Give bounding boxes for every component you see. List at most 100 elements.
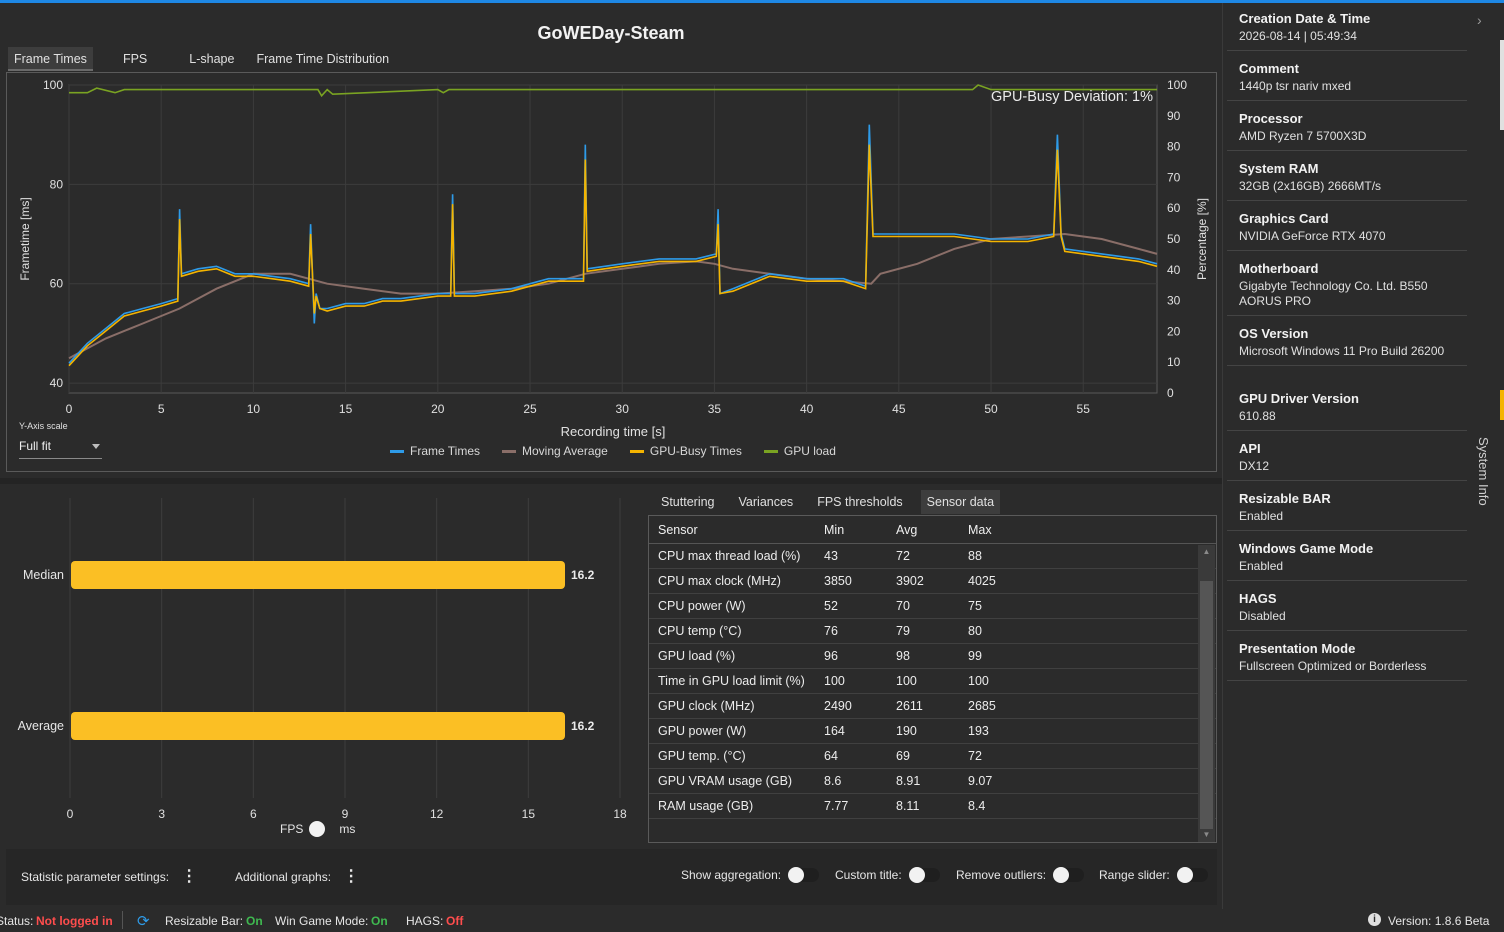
y2-tick-label: 60 [1167, 201, 1181, 215]
table-cell: 80 [968, 624, 982, 638]
toggle-switch[interactable] [1176, 867, 1208, 883]
table-cell: CPU max clock (MHz) [658, 574, 781, 588]
table-cell: 43 [824, 549, 838, 563]
legend-swatch [629, 449, 644, 453]
info-icon[interactable]: i [1368, 913, 1381, 926]
stat-settings-label: Statistic parameter settings: [21, 870, 170, 884]
y2-tick-label: 50 [1167, 232, 1181, 246]
column-header-max[interactable]: Max [968, 522, 992, 537]
scroll-down-icon[interactable]: ▼ [1202, 830, 1211, 839]
legend-item-moving-average[interactable]: Moving Average [502, 444, 608, 458]
tab-variances[interactable]: Variances [738, 495, 794, 509]
table-row[interactable]: GPU VRAM usage (GB) 8.6 8.91 9.07 [649, 769, 1216, 794]
refresh-icon[interactable]: ⟳ [137, 913, 150, 930]
frametime-chart[interactable]: 0 5 10 15 20 25 30 35 40 45 50 55 40 60 80 100 0 10 20 30 40… [7, 73, 1218, 473]
range-slider-toggle[interactable]: Range slider: [1099, 867, 1208, 883]
table-row[interactable]: CPU temp (°C) 76 79 80 [649, 619, 1216, 644]
table-cell: 9.07 [968, 774, 993, 788]
table-cell: 164 [824, 724, 845, 738]
more-vertical-icon[interactable]: ⋮ [343, 868, 360, 885]
system-info-label: HAGS [1239, 591, 1277, 606]
tab-l-shape[interactable]: L-shape [189, 52, 235, 66]
table-row[interactable]: GPU temp. (°C) 64 69 72 [649, 744, 1216, 769]
chart-legend: Frame Times Moving Average GPU-Busy Time… [390, 444, 858, 458]
table-cell: 99 [968, 649, 982, 663]
column-header-min[interactable]: Min [824, 522, 845, 537]
system-info-label: Processor [1239, 111, 1303, 126]
system-info-tab[interactable]: System Info [1476, 437, 1491, 506]
table-row[interactable]: CPU max thread load (%) 43 72 88 [649, 544, 1216, 569]
system-info-value: 1440p tsr nariv mxed [1239, 79, 1352, 93]
system-info-item: Processor AMD Ryzen 7 5700X3D [1227, 103, 1467, 151]
table-cell: 79 [896, 624, 910, 638]
toggle-knob[interactable] [309, 821, 326, 837]
frametime-chart-panel: 0 5 10 15 20 25 30 35 40 45 50 55 40 60 80 100 0 10 20 30 40… [6, 72, 1217, 472]
resizable-bar-label: Resizable Bar: [165, 914, 244, 928]
system-info-value: Disabled [1239, 609, 1286, 623]
series-frame-times [68, 124, 1158, 364]
table-cell: 70 [896, 599, 910, 613]
table-row[interactable]: GPU load (%) 96 98 99 [649, 644, 1216, 669]
x-tick-label: 30 [616, 402, 630, 416]
legend-item-gpu-load[interactable]: GPU load [763, 444, 836, 458]
y2-tick-label: 20 [1167, 324, 1181, 338]
tab-sensor-data[interactable]: Sensor data [920, 490, 1001, 514]
remove-outliers-toggle[interactable]: Remove outliers: [956, 867, 1085, 883]
login-status[interactable]: Not logged in [36, 914, 113, 928]
tab-fps[interactable]: FPS [122, 52, 148, 66]
x-tick-label: 50 [984, 402, 998, 416]
x-tick-label: 15 [522, 807, 536, 821]
legend-item-frame-times[interactable]: Frame Times [390, 444, 480, 458]
system-info-value: 32GB (2x16GB) 2666MT/s [1239, 179, 1382, 193]
system-info-item: OS Version Microsoft Windows 11 Pro Build… [1227, 318, 1467, 366]
table-cell: 75 [968, 599, 982, 613]
custom-title-toggle[interactable]: Custom title: [835, 867, 940, 883]
show-aggregation-toggle[interactable]: Show aggregation: [681, 867, 820, 883]
system-info-item: API DX12 [1227, 433, 1467, 481]
x-axis-label: Recording time [s] [561, 424, 666, 439]
scroll-thumb[interactable] [1200, 581, 1213, 829]
table-cell: 190 [896, 724, 917, 738]
y-tick-label: 40 [50, 376, 64, 390]
tab-frame-times[interactable]: Frame Times [8, 47, 93, 71]
x-tick-label: 6 [250, 807, 257, 821]
table-scrollbar[interactable]: ▲ ▼ [1198, 545, 1215, 842]
y-axis-scale-label: Y-Axis scale [19, 421, 68, 431]
x-tick-label: 20 [431, 402, 445, 416]
system-info-item: Resizable BAR Enabled [1227, 483, 1467, 531]
table-row[interactable]: RAM usage (GB) 7.77 8.11 8.4 [649, 794, 1216, 819]
unit-toggle[interactable]: FPS ms [280, 821, 355, 837]
table-row[interactable]: Time in GPU load limit (%) 100 100 100 [649, 669, 1216, 694]
system-info-label: Windows Game Mode [1239, 541, 1374, 556]
y2-tick-label: 100 [1167, 78, 1187, 92]
toggle-switch[interactable] [908, 867, 940, 883]
chevron-down-icon [92, 444, 100, 449]
series-gpu-load [69, 84, 1157, 98]
panel-divider[interactable] [0, 478, 1222, 484]
scroll-up-icon[interactable]: ▲ [1202, 547, 1211, 556]
tab-stuttering[interactable]: Stuttering [661, 495, 715, 509]
column-header-avg[interactable]: Avg [896, 522, 918, 537]
legend-item-gpu-busy[interactable]: GPU-Busy Times [629, 444, 742, 458]
table-cell: 72 [968, 749, 982, 763]
y2-tick-label: 0 [1167, 386, 1174, 400]
tab-frame-time-distribution[interactable]: Frame Time Distribution [256, 52, 390, 66]
x-tick-label: 9 [342, 807, 349, 821]
table-row[interactable]: CPU power (W) 52 70 75 [649, 594, 1216, 619]
table-row[interactable]: CPU max clock (MHz) 3850 3902 4025 [649, 569, 1216, 594]
chevron-right-icon[interactable]: › [1477, 12, 1482, 28]
table-row[interactable]: GPU power (W) 164 190 193 [649, 719, 1216, 744]
column-header-sensor[interactable]: Sensor [658, 522, 698, 537]
y-axis-scale-select[interactable]: Full fit [19, 435, 102, 459]
system-info-item: Windows Game Mode Enabled [1227, 533, 1467, 581]
more-vertical-icon[interactable]: ⋮ [181, 868, 198, 885]
statistic-parameter-settings[interactable]: Statistic parameter settings: ⋮ [21, 868, 198, 885]
y2-axis-label: Percentage [%] [1195, 198, 1209, 280]
toggle-switch[interactable] [1053, 867, 1085, 883]
toggle-switch[interactable] [788, 867, 820, 883]
x-tick-label: 25 [523, 402, 537, 416]
table-row[interactable]: GPU clock (MHz) 2490 2611 2685 [649, 694, 1216, 719]
system-info-item: Comment 1440p tsr nariv mxed [1227, 53, 1467, 101]
additional-graphs[interactable]: Additional graphs: ⋮ [235, 868, 360, 885]
tab-fps-thresholds[interactable]: FPS thresholds [817, 495, 903, 509]
